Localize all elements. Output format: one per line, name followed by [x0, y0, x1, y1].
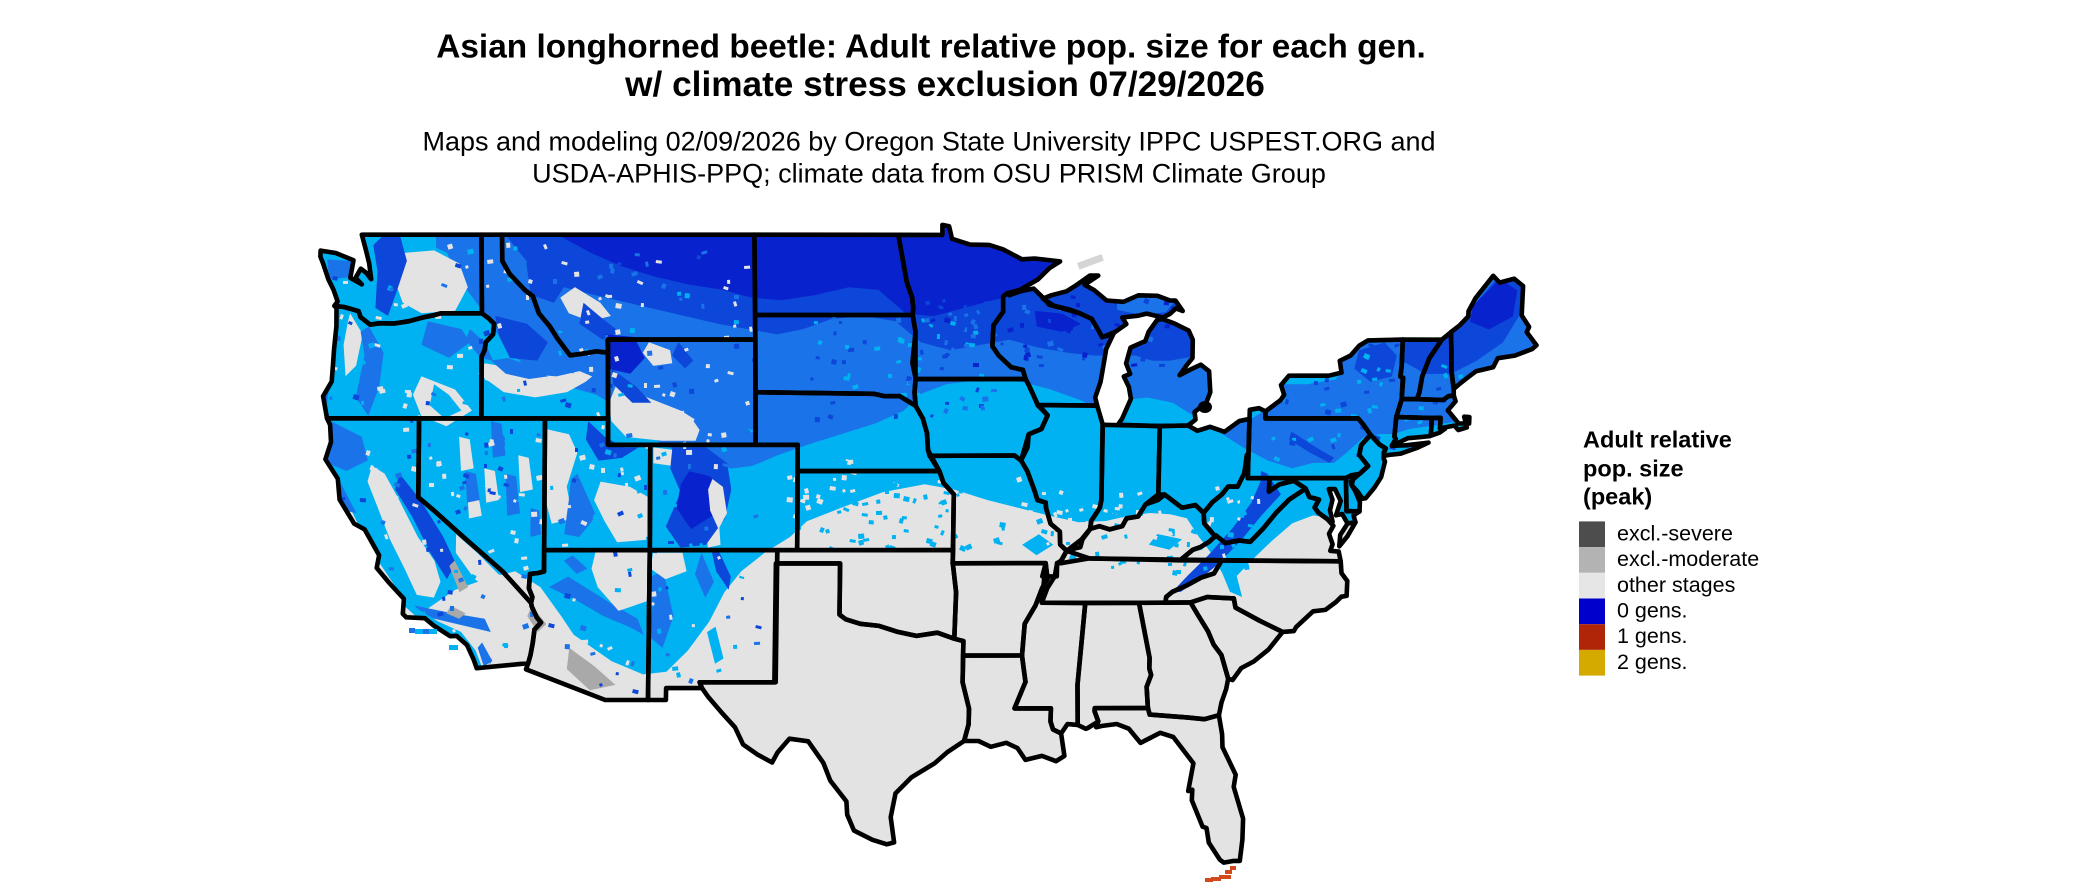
svg-text:USDA-APHIS-PPQ; climate data f: USDA-APHIS-PPQ; climate data from OSU PR…	[532, 158, 1326, 188]
svg-text:(peak): (peak)	[1583, 484, 1652, 510]
svg-text:Asian longhorned beetle: Adult: Asian longhorned beetle: Adult relative …	[436, 29, 1426, 66]
svg-text:1 gens.: 1 gens.	[1617, 624, 1688, 648]
svg-text:pop. size: pop. size	[1583, 456, 1684, 482]
svg-text:w/ climate stress exclusion 07: w/ climate stress exclusion 07/29/2026	[624, 65, 1265, 104]
svg-text:excl.-moderate: excl.-moderate	[1617, 547, 1759, 571]
svg-text:0 gens.: 0 gens.	[1617, 599, 1688, 623]
svg-text:Maps and modeling 02/09/2026 b: Maps and modeling 02/09/2026 by Oregon S…	[422, 127, 1435, 157]
svg-text:other stages: other stages	[1617, 573, 1735, 597]
svg-text:Adult relative: Adult relative	[1583, 427, 1732, 453]
svg-text:2 gens.: 2 gens.	[1617, 650, 1688, 674]
svg-text:excl.-severe: excl.-severe	[1617, 521, 1733, 545]
